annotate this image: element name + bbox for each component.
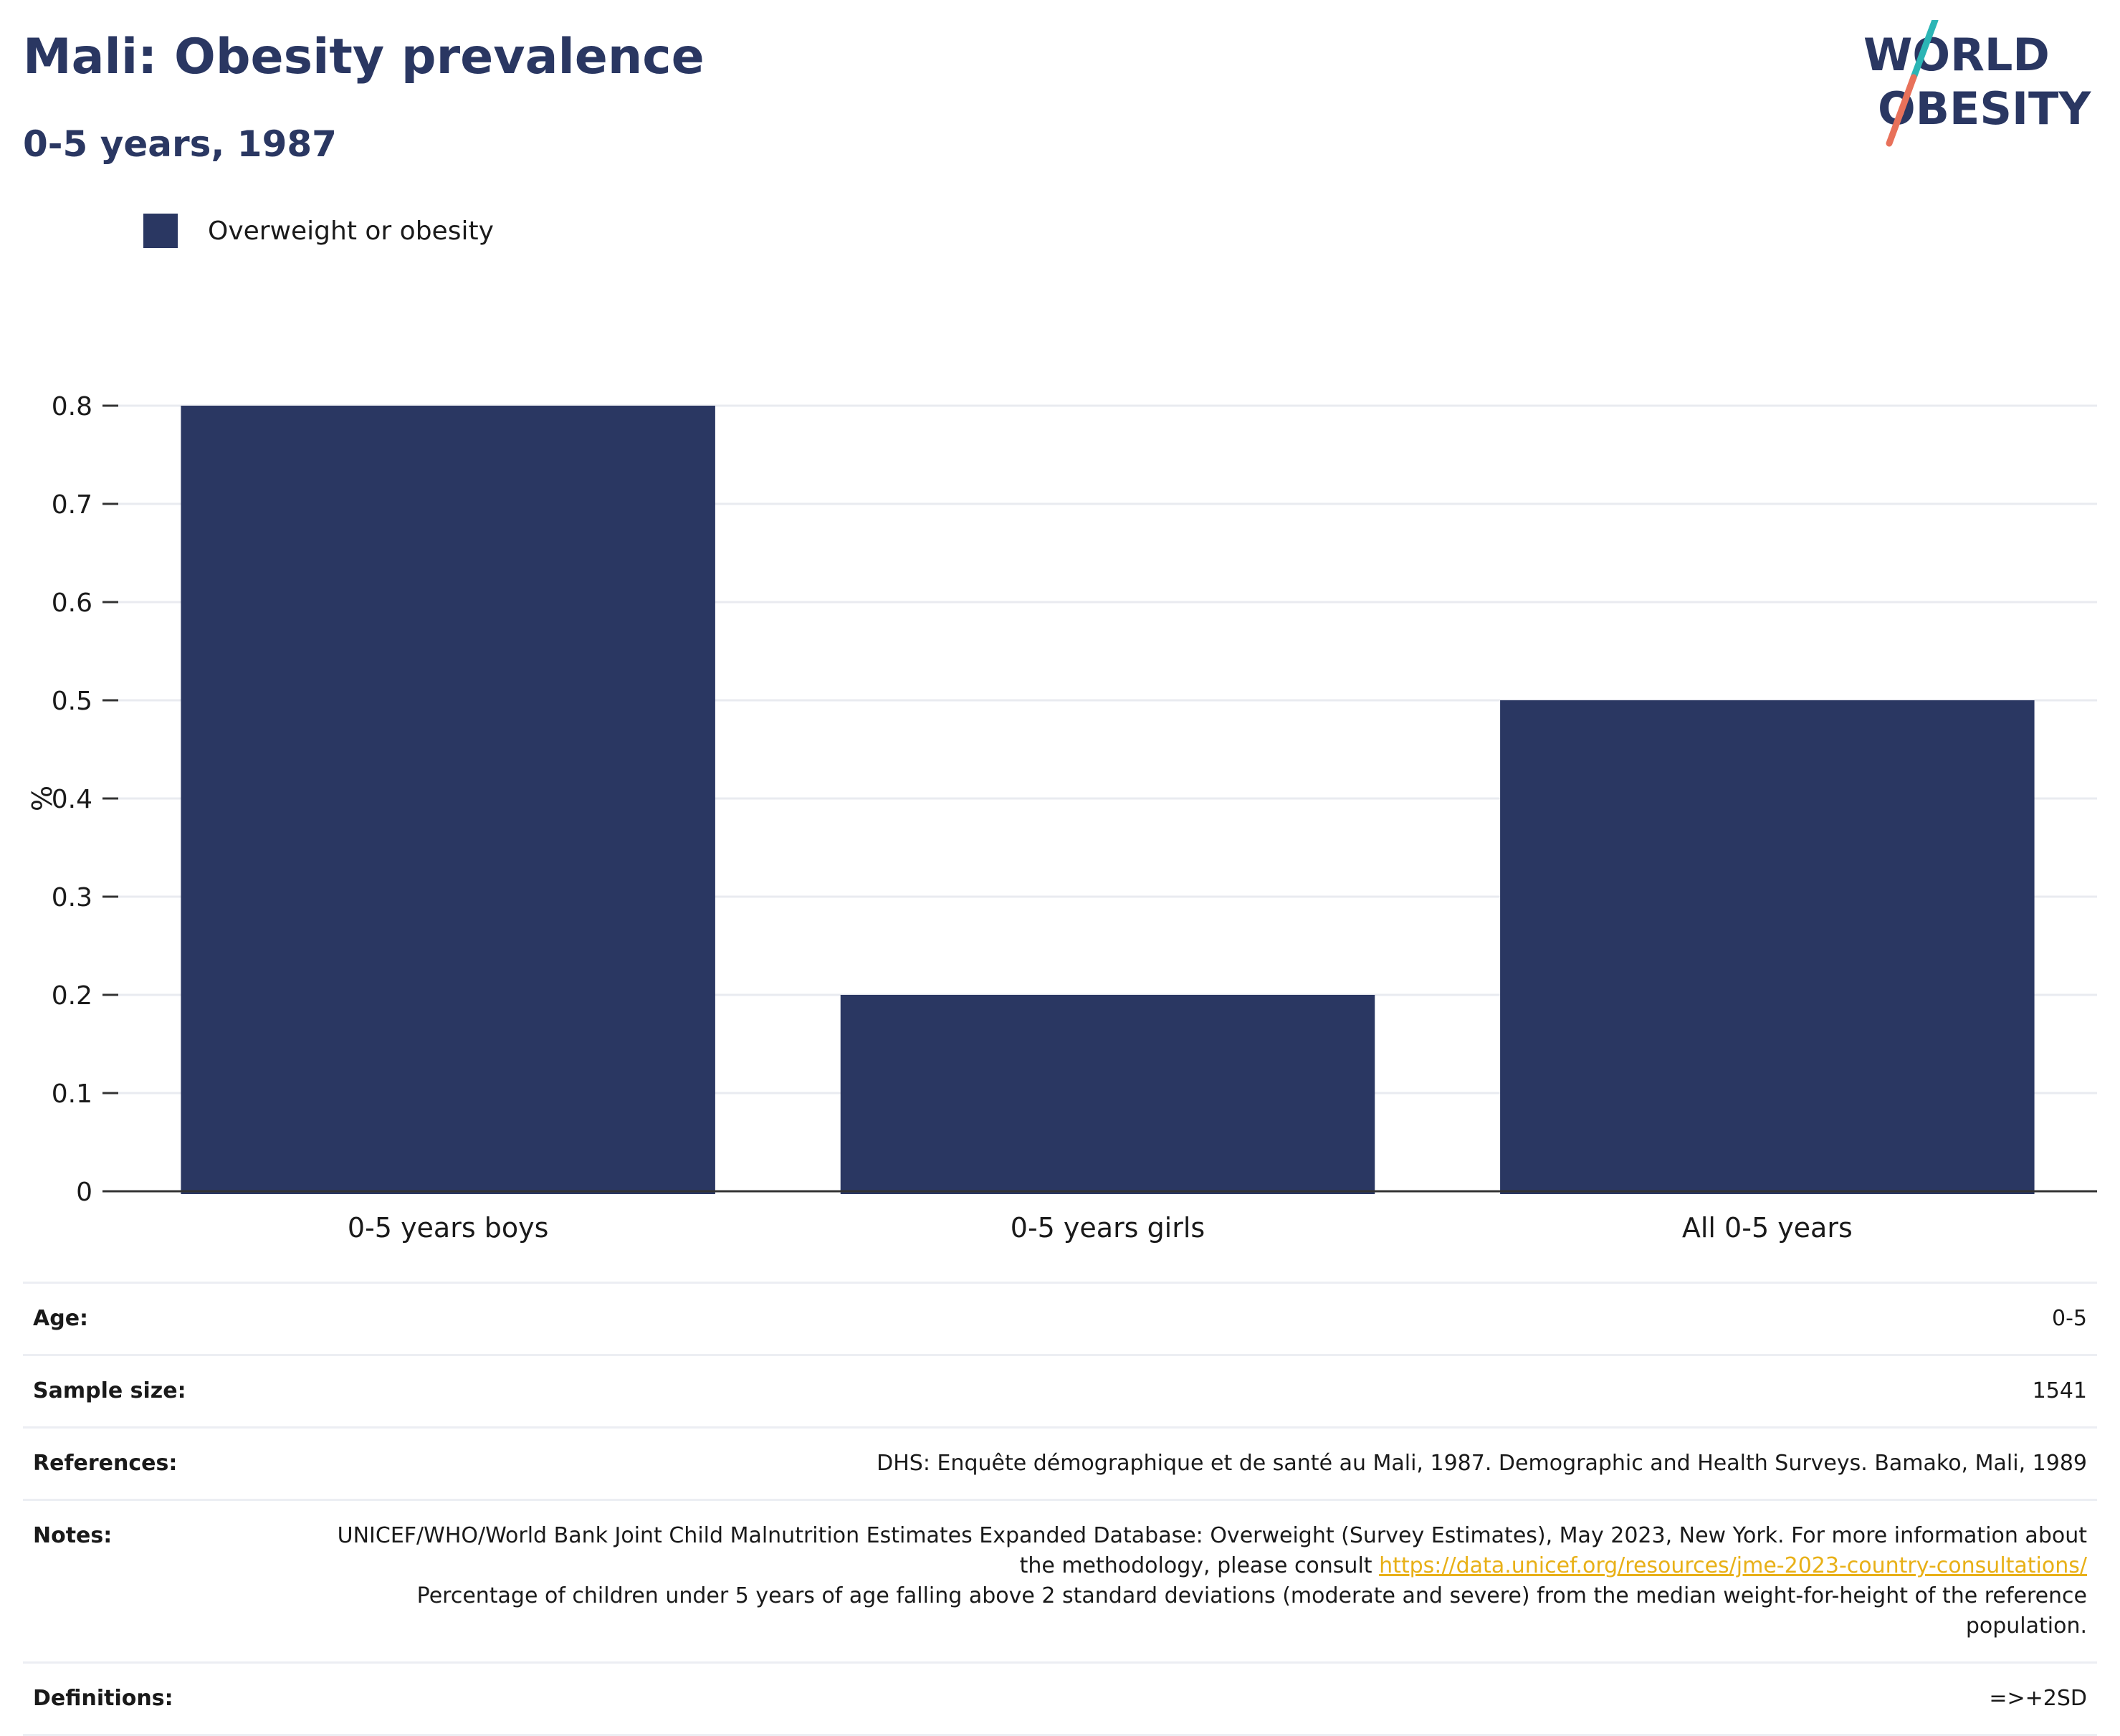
notes-value: UNICEF/WHO/World Bank Joint Child Malnut… — [301, 1500, 2097, 1663]
sample-size-value: 1541 — [2032, 1378, 2087, 1403]
y-tick-label: 0.7 — [52, 490, 92, 520]
y-tick-label: 0 — [76, 1178, 92, 1207]
y-axis-label: % — [27, 786, 58, 811]
y-tick-label: 0.5 — [52, 687, 92, 716]
bar — [1500, 700, 2035, 1194]
info-row-age: Age: 0-5 — [23, 1282, 2097, 1355]
notes-label: Notes: — [33, 1523, 113, 1548]
definitions-label: Definitions: — [33, 1686, 173, 1711]
definitions-value: =>+2SD — [1989, 1686, 2087, 1711]
page-title: Mali: Obesity prevalence — [23, 29, 705, 85]
info-row-references: References: DHS: Enquête démographique e… — [23, 1427, 2097, 1500]
y-tick-label: 0.1 — [52, 1079, 92, 1109]
y-tick-label: 0.3 — [52, 883, 92, 912]
age-value: 0-5 — [2052, 1306, 2087, 1331]
y-tick-label: 0.8 — [52, 392, 92, 421]
info-row-notes: Notes: UNICEF/WHO/World Bank Joint Child… — [23, 1499, 2097, 1663]
x-tick-label: All 0-5 years — [1682, 1212, 1853, 1244]
legend-label: Overweight or obesity — [208, 216, 494, 246]
methodology-link[interactable]: https://data.unicef.org/resources/jme-20… — [1379, 1553, 2087, 1578]
sample-size-label: Sample size: — [33, 1378, 186, 1403]
notes-definition-text: Percentage of children under 5 years of … — [416, 1583, 2087, 1639]
age-label: Age: — [33, 1306, 89, 1331]
info-row-definitions: Definitions: =>+2SD — [23, 1662, 2097, 1735]
svg-text:WORLD: WORLD — [1863, 29, 2050, 81]
references-label: References: — [33, 1451, 178, 1476]
y-tick-label: 0.2 — [52, 981, 92, 1011]
legend-swatch — [143, 214, 178, 248]
svg-text:OBESITY: OBESITY — [1878, 82, 2091, 135]
y-tick-label: 0.6 — [52, 588, 92, 618]
page-subtitle: 0-5 years, 1987 — [23, 123, 337, 165]
chart-legend: Overweight or obesity — [143, 214, 494, 248]
y-tick-label: 0.4 — [52, 785, 92, 814]
bar — [840, 995, 1375, 1194]
bar — [181, 406, 715, 1194]
x-tick-label: 0-5 years boys — [348, 1212, 548, 1244]
world-obesity-logo: WORLD OBESITY — [1863, 20, 2091, 147]
notes-text: UNICEF/WHO/World Bank Joint Child Malnut… — [337, 1523, 2087, 1578]
x-tick-label: 0-5 years girls — [1011, 1212, 1205, 1244]
info-table: Age: 0-5 Sample size: 1541 References: D… — [23, 1282, 2097, 1736]
bar-chart: 0 0.1 0.2 0.3 0.4 0.5 0.6 0.7 0.8 0-5 years boys 0… — [27, 392, 2097, 1244]
info-row-sample-size: Sample size: 1541 — [23, 1355, 2097, 1428]
references-value: DHS: Enquête démographique et de santé a… — [877, 1451, 2087, 1476]
